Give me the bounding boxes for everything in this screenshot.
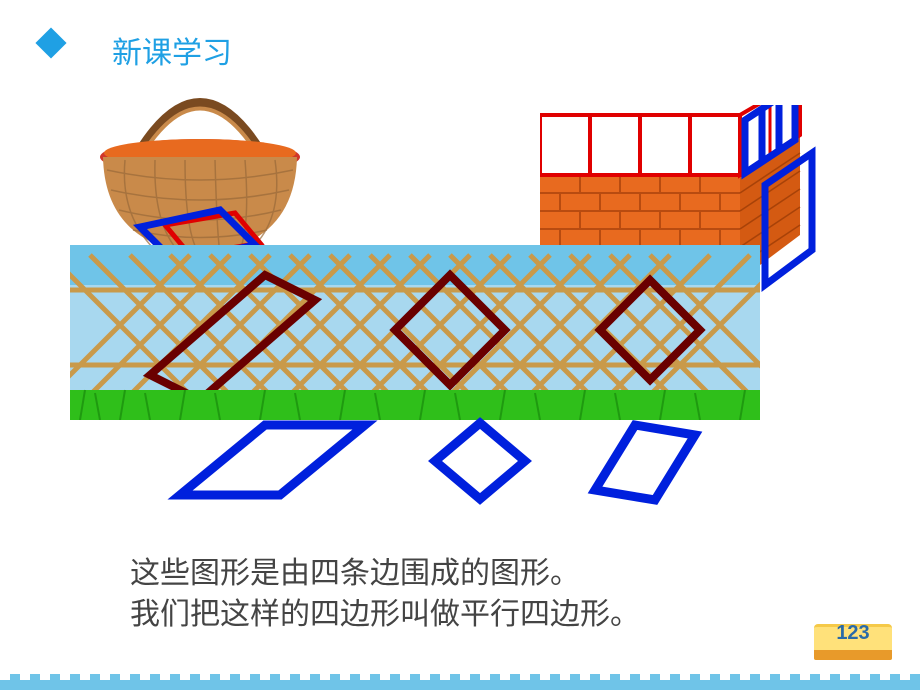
fence-illustration — [70, 245, 760, 420]
extracted-shapes-row — [150, 415, 750, 510]
section-title: 新课学习 — [112, 28, 232, 72]
page-number-badge: 123 — [814, 614, 892, 660]
basket-illustration — [85, 95, 315, 260]
lesson-line-2: 我们把这样的四边形叫做平行四边形。 — [130, 595, 640, 636]
lesson-text: 这些图形是由四条边围成的图形。 我们把这样的四边形叫做平行四边形。 — [130, 554, 640, 635]
rectangle-shape — [595, 425, 695, 500]
page-number: 123 — [814, 622, 892, 645]
lesson-line-1: 这些图形是由四条边围成的图形。 — [130, 554, 640, 595]
book-spine — [814, 650, 892, 660]
illustration-scene — [70, 95, 850, 515]
rhombus-shape — [435, 423, 525, 499]
footer-decoration — [0, 668, 920, 690]
bullet-diamond — [35, 27, 66, 58]
parallelogram-shape — [180, 425, 365, 495]
